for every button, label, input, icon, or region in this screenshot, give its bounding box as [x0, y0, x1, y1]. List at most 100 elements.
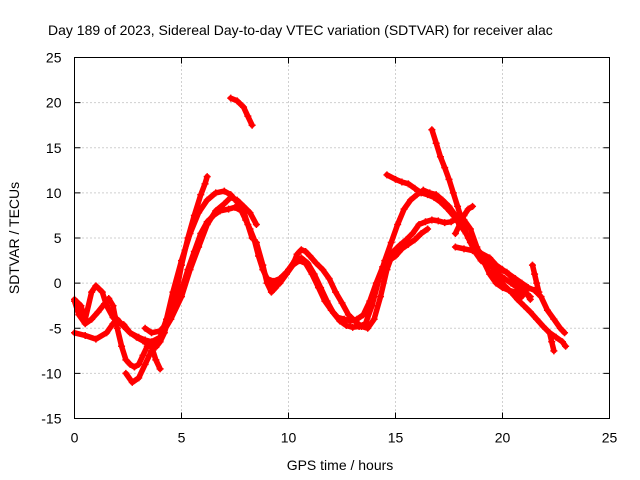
data-point	[550, 347, 558, 355]
x-tick-label: 20	[495, 430, 511, 446]
data-point	[329, 309, 337, 317]
data-point	[464, 205, 472, 213]
data-point	[449, 189, 457, 197]
data-point	[411, 184, 419, 192]
data-point	[460, 245, 468, 253]
data-point	[501, 282, 509, 290]
data-point	[501, 275, 509, 283]
data-point	[368, 302, 376, 310]
data-point	[92, 282, 100, 290]
data-point	[441, 219, 449, 227]
data-point	[556, 324, 564, 332]
data-point	[302, 248, 310, 256]
data-point	[128, 378, 136, 386]
data-point	[122, 369, 130, 377]
data-point	[417, 189, 425, 197]
data-point	[415, 220, 423, 228]
data-point	[488, 268, 496, 276]
data-point	[430, 193, 438, 201]
series-line	[71, 173, 210, 350]
x-tick-label: 10	[281, 430, 297, 446]
data-point	[231, 203, 239, 211]
data-point	[325, 275, 333, 283]
data-point	[201, 180, 209, 188]
data-point	[332, 288, 340, 296]
series-arc-8	[227, 94, 256, 129]
data-point	[518, 279, 526, 287]
data-series	[71, 94, 570, 386]
y-tick-label: 15	[46, 140, 62, 156]
data-point	[141, 324, 149, 332]
data-point	[293, 250, 301, 258]
data-point	[404, 180, 412, 188]
data-point	[511, 275, 519, 283]
data-point	[135, 374, 143, 382]
data-point	[436, 198, 444, 206]
x-tick-label: 5	[178, 430, 186, 446]
data-point	[528, 261, 536, 269]
data-point	[456, 220, 464, 228]
data-point	[304, 259, 312, 267]
x-tick-label: 15	[388, 430, 404, 446]
data-point	[336, 317, 344, 325]
data-point	[561, 329, 569, 337]
data-point	[289, 261, 297, 269]
data-point	[351, 317, 359, 325]
data-point	[246, 225, 254, 233]
data-point	[240, 202, 248, 210]
data-point	[237, 207, 245, 215]
data-point	[383, 171, 391, 179]
data-point	[267, 288, 275, 296]
y-tick-label: -10	[41, 365, 61, 381]
data-point	[88, 288, 96, 296]
data-point	[449, 211, 457, 219]
data-point	[486, 254, 494, 262]
data-point	[477, 257, 485, 265]
data-point	[126, 329, 134, 337]
series-line	[429, 126, 534, 303]
data-point	[400, 205, 408, 213]
data-point	[252, 239, 260, 247]
data-point	[197, 229, 205, 237]
series-line	[227, 95, 255, 128]
data-point	[244, 112, 252, 120]
data-point	[494, 275, 502, 283]
data-point	[451, 243, 459, 251]
series-arc-14	[528, 261, 543, 296]
data-point	[411, 236, 419, 244]
data-point	[135, 360, 143, 368]
data-point	[513, 295, 521, 303]
data-point	[130, 363, 138, 371]
data-point	[558, 338, 566, 346]
data-point	[216, 207, 224, 215]
data-point	[377, 293, 385, 301]
data-point	[543, 306, 551, 314]
data-point	[141, 360, 149, 368]
data-point	[535, 288, 543, 296]
data-point	[383, 266, 391, 274]
data-point	[552, 333, 560, 341]
y-tick-label: 5	[54, 230, 62, 246]
data-point	[520, 302, 528, 310]
data-point	[421, 218, 429, 226]
data-point	[492, 279, 500, 287]
data-point	[156, 333, 164, 341]
data-point	[398, 178, 406, 186]
data-point	[507, 279, 515, 287]
data-point	[526, 308, 534, 316]
series-arc-11	[451, 202, 477, 237]
data-point	[252, 220, 260, 228]
data-point	[432, 139, 440, 147]
data-point	[562, 342, 570, 350]
data-point	[195, 209, 203, 217]
data-point	[186, 229, 194, 237]
data-point	[203, 218, 211, 226]
series-arc-12	[451, 243, 569, 337]
data-point	[220, 187, 228, 195]
data-point	[178, 257, 185, 265]
y-tick-label: -15	[41, 411, 61, 427]
data-point	[462, 229, 470, 237]
data-point	[359, 311, 367, 319]
data-point	[370, 315, 378, 323]
